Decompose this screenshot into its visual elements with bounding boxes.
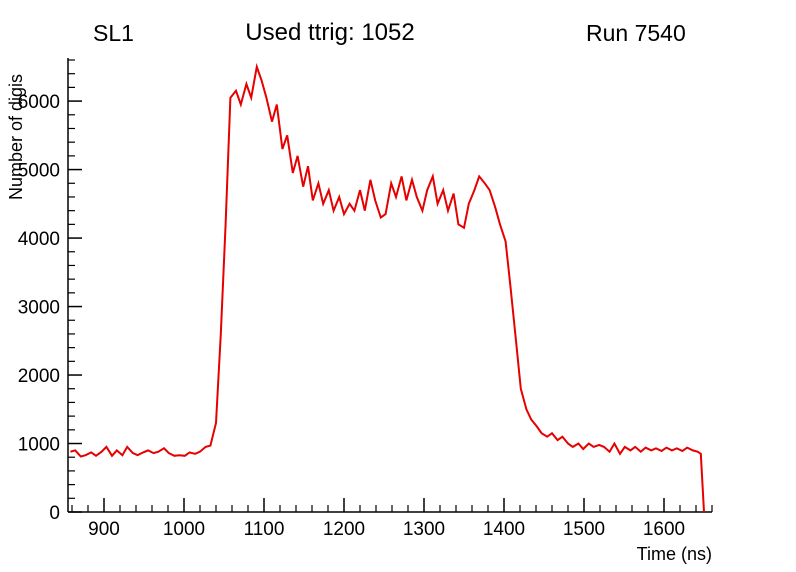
data-polyline: [70, 62, 705, 513]
x-tick-label: 1200: [323, 519, 365, 540]
superlayer-label: SL1: [93, 20, 134, 46]
x-tick-label: 1400: [483, 519, 525, 540]
y-tick-label: 3000: [18, 298, 60, 319]
y-tick-label: 0: [49, 503, 60, 524]
x-tick-label: 1600: [643, 519, 685, 540]
run-number-label: Run 7540: [586, 20, 686, 46]
x-axis-title: Time (ns): [637, 544, 712, 564]
histogram-title: Used ttrig: 1052: [245, 19, 415, 46]
x-tick-label: 1500: [563, 519, 605, 540]
y-tick-label: 5000: [18, 161, 60, 182]
x-tick-label: 1100: [244, 519, 285, 540]
y-tick-label: 4000: [18, 229, 60, 250]
x-tick-label: 900: [88, 519, 120, 540]
y-axis-title: Number of digis: [6, 74, 26, 200]
y-tick-label: 2000: [18, 366, 60, 387]
x-tick-label: 1000: [163, 519, 205, 540]
x-tick-label: 1300: [403, 519, 445, 540]
y-tick-label: 1000: [18, 435, 60, 456]
y-tick-label: 6000: [18, 92, 60, 113]
